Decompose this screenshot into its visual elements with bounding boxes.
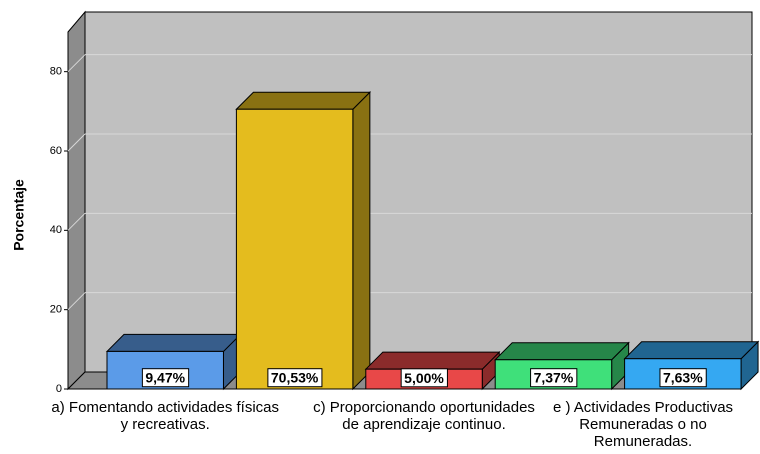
grid-line: [67, 292, 86, 311]
grid-line: [67, 133, 86, 152]
value-label-box: [267, 368, 323, 388]
bar: [235, 108, 354, 390]
bar-top: [493, 342, 630, 361]
x-tick-label: e ) Actividades Productivas Remuneradas …: [552, 399, 734, 450]
grid-line: [67, 54, 86, 73]
y-tick-label: 0: [56, 383, 62, 395]
value-label-box: [530, 368, 578, 388]
bar-top: [235, 91, 372, 110]
y-tick-label: 20: [50, 304, 62, 316]
bar-top: [364, 351, 501, 370]
x-tick-label: c) Proporcionando oportunidades de apren…: [313, 399, 535, 433]
bar-top: [623, 341, 760, 360]
value-label: 7,37%: [534, 370, 574, 386]
bar-side: [352, 91, 371, 391]
back-wall: [84, 11, 753, 373]
y-tick-label: 80: [50, 66, 62, 78]
bar-top: [105, 333, 242, 352]
grid-line: [67, 212, 86, 231]
value-label-box: [659, 368, 707, 388]
value-label: 9,47%: [145, 370, 185, 386]
y-tick-label: 60: [50, 145, 62, 157]
value-label-box: [141, 368, 190, 388]
value-label: 70,53%: [271, 370, 319, 386]
y-tick-label: 40: [50, 224, 62, 236]
value-label: 7,63%: [663, 370, 703, 386]
y-axis-label: Porcentaje: [11, 179, 27, 251]
value-label-box: [400, 368, 448, 388]
value-label: 5,00%: [404, 370, 444, 386]
x-tick-label: a) Fomentando actividades físicas y recr…: [51, 399, 280, 433]
